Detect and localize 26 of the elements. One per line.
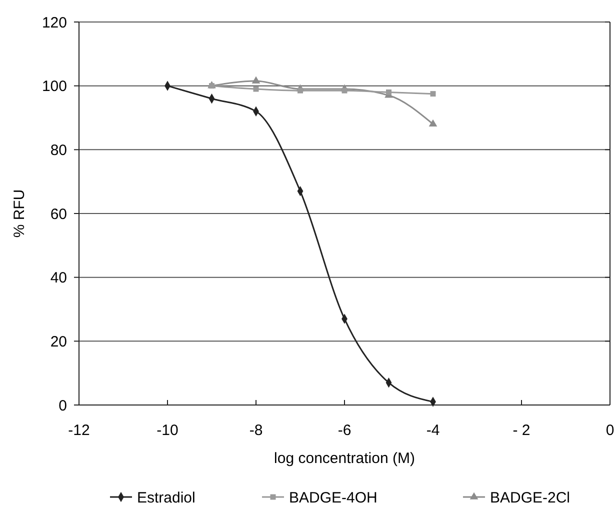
point xyxy=(298,88,303,94)
point xyxy=(252,76,260,84)
point xyxy=(253,86,259,92)
y-tick-label: 80 xyxy=(50,142,67,159)
x-tick-label: -4 xyxy=(426,422,440,439)
x-tick-label: -6 xyxy=(338,422,352,439)
y-tick-label: 0 xyxy=(58,397,67,414)
x-tick-label: -10 xyxy=(156,422,178,439)
legend-label: BADGE-2Cl xyxy=(490,489,570,506)
y-axis-title: % RFU xyxy=(11,189,28,238)
y-tick-label: 120 xyxy=(42,14,67,32)
y-tick-label: 20 xyxy=(50,333,67,350)
legend-label: Estradiol xyxy=(137,489,196,506)
point xyxy=(342,88,348,94)
x-tick-label: 0 xyxy=(606,422,614,439)
x-tick-label: - 2 xyxy=(512,422,530,439)
point xyxy=(430,91,436,97)
y-tick-label: 100 xyxy=(42,78,67,96)
x-axis-title: log concentration (M) xyxy=(274,450,415,467)
x-tick-label: -12 xyxy=(68,422,90,439)
point xyxy=(386,89,392,95)
legend-label: BADGE-4OH xyxy=(289,489,378,506)
x-tick-label: -8 xyxy=(249,422,263,439)
y-tick-label: 60 xyxy=(50,206,67,223)
y-tick-label: 40 xyxy=(50,270,67,287)
point xyxy=(428,119,438,127)
